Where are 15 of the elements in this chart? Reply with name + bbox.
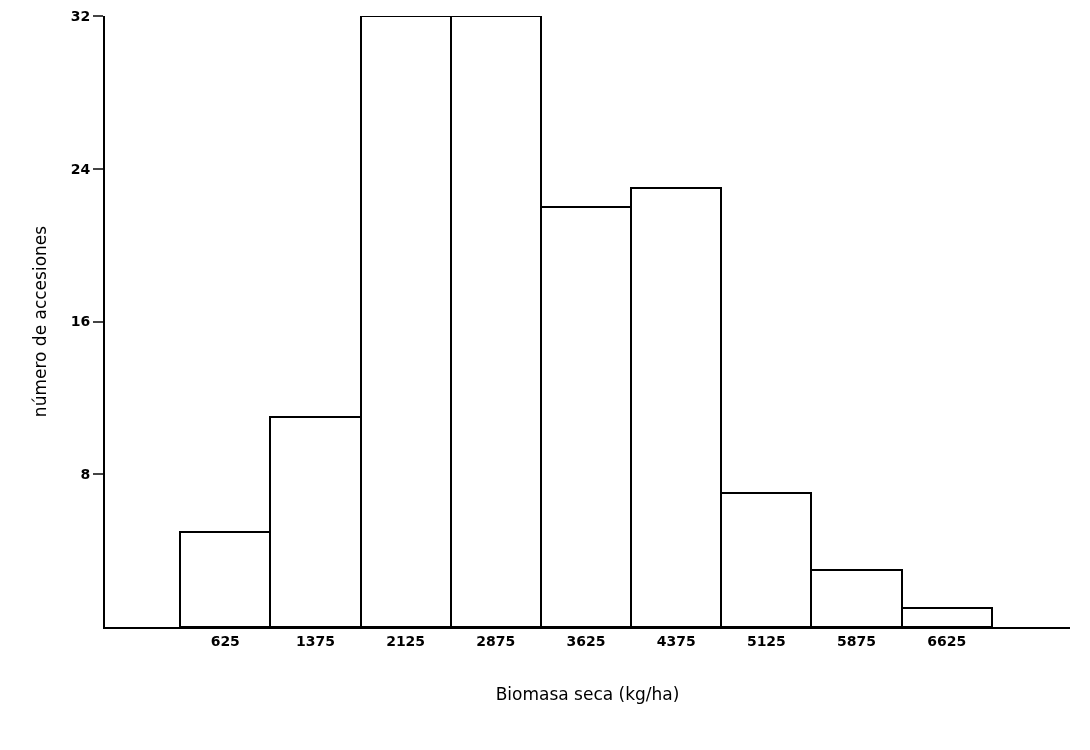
x-tick-label: 5875 xyxy=(837,632,877,649)
x-axis-title: Biomasa seca (kg/ha) xyxy=(495,683,680,704)
x-tick-label: 6625 xyxy=(927,632,967,649)
x-tick-label: 625 xyxy=(210,632,240,649)
x-tick-label: 1375 xyxy=(295,632,335,649)
x-tick-label: 2125 xyxy=(386,632,426,649)
y-tick-label: 8 xyxy=(80,466,91,483)
y-tick-label: 32 xyxy=(70,7,91,24)
x-tick-label: 2875 xyxy=(476,632,516,649)
y-tick-label: 16 xyxy=(70,313,91,330)
x-tick-label: 5125 xyxy=(746,632,786,649)
y-tick-label: 24 xyxy=(70,160,91,177)
x-tick-label: 4375 xyxy=(656,632,696,649)
y-axis-title: número de accesiones xyxy=(29,225,50,418)
x-tick-label: 3625 xyxy=(566,632,606,649)
